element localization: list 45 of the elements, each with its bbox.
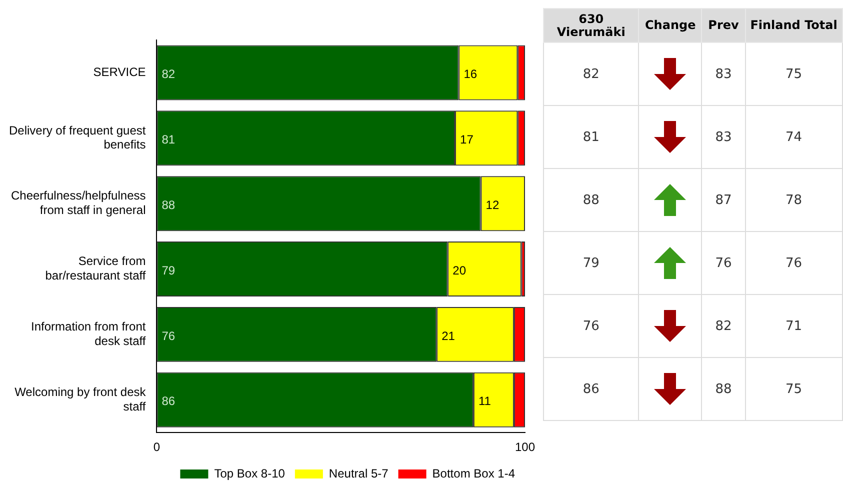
text: 86 xyxy=(582,382,600,396)
text: 75 xyxy=(786,382,802,396)
data-label: 11 xyxy=(478,394,492,408)
text: 76 xyxy=(715,256,732,270)
data-label: 21 xyxy=(442,328,456,343)
y-tick-label: Welcoming by front desk staff xyxy=(14,384,147,414)
category-label: Prev xyxy=(702,8,746,42)
x-tick-label: 0 xyxy=(153,440,160,454)
text: 88 xyxy=(715,382,732,396)
y-tick-label: Information from front desk staff xyxy=(31,320,146,348)
text: 87 xyxy=(715,192,732,208)
y-tick-label: Service from bar/restaurant staff xyxy=(45,254,146,283)
category-label: 630 Vierumäki xyxy=(544,8,639,42)
text: 76 xyxy=(786,256,802,270)
y-tick-label: SERVICE xyxy=(93,65,146,80)
legend-label: Top Box 8-10 xyxy=(214,466,286,480)
category-label: Change xyxy=(638,8,702,42)
data-label: 82 xyxy=(162,67,176,82)
y-tick-label: Delivery of frequent guest benefits xyxy=(8,123,146,152)
text: 82 xyxy=(582,66,600,82)
legend-label: Neutral 5-7 xyxy=(328,466,389,480)
data-label: 20 xyxy=(452,263,466,278)
x-tick-label: 100 xyxy=(514,440,536,454)
text: 81 xyxy=(582,130,600,144)
text: 75 xyxy=(786,66,802,82)
y-tick-label: Cheerfulness/helpfulness from staff in general xyxy=(10,188,146,218)
data-label: 81 xyxy=(162,132,176,146)
data-label: 17 xyxy=(460,132,474,146)
data-label: 76 xyxy=(162,328,176,343)
legend-label: Bottom Box 1-4 xyxy=(432,466,516,480)
text: 74 xyxy=(786,130,802,144)
text: 82 xyxy=(715,318,732,334)
text: 83 xyxy=(715,66,732,82)
data-label: 86 xyxy=(162,394,176,408)
data-label: 16 xyxy=(464,67,478,82)
text: 76 xyxy=(582,318,600,334)
text: 83 xyxy=(715,130,732,144)
text: 78 xyxy=(786,192,802,208)
text: 79 xyxy=(582,256,600,270)
data-label: 79 xyxy=(162,263,176,278)
text: 88 xyxy=(582,192,600,208)
data-label: 12 xyxy=(486,198,500,212)
category-label: Finland Total xyxy=(745,8,842,42)
data-label: 88 xyxy=(162,198,176,212)
text: 71 xyxy=(786,318,802,334)
